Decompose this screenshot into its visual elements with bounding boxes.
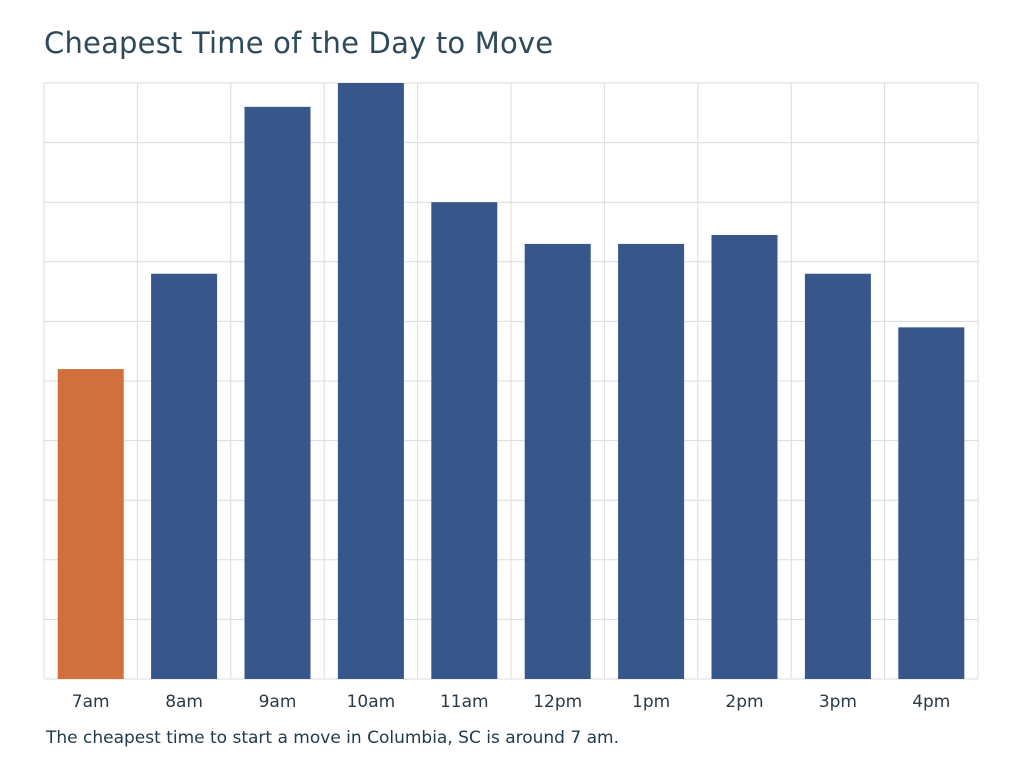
x-tick-label: 10am	[347, 692, 396, 712]
x-tick-label: 2pm	[725, 692, 763, 712]
x-tick-label: 7am	[72, 692, 110, 712]
bar-12pm	[524, 243, 591, 680]
bar-4pm	[898, 327, 965, 679]
chart-title: Cheapest Time of the Day to Move	[44, 26, 554, 60]
x-tick-label: 8am	[165, 692, 203, 712]
x-tick-label: 1pm	[632, 692, 670, 712]
bar-7am	[57, 369, 124, 679]
bar-1pm	[618, 243, 685, 680]
x-tick-label: 3pm	[819, 692, 857, 712]
x-axis-labels: 7am 8am 9am 10am 11am 12pm 1pm 2pm 3pm 4pm	[72, 692, 951, 712]
x-tick-label: 12pm	[533, 692, 582, 712]
bar-10am	[337, 83, 404, 679]
bar-9am	[244, 106, 311, 680]
bar-2pm	[711, 234, 778, 680]
chart-footnote: The cheapest time to start a move in Col…	[46, 728, 619, 748]
x-tick-label: 4pm	[912, 692, 950, 712]
x-tick-label: 11am	[440, 692, 489, 712]
x-tick-label: 9am	[259, 692, 297, 712]
bar-8am	[151, 273, 218, 679]
bar-3pm	[804, 273, 871, 679]
bar-11am	[431, 202, 498, 679]
bar-layer	[57, 83, 965, 680]
